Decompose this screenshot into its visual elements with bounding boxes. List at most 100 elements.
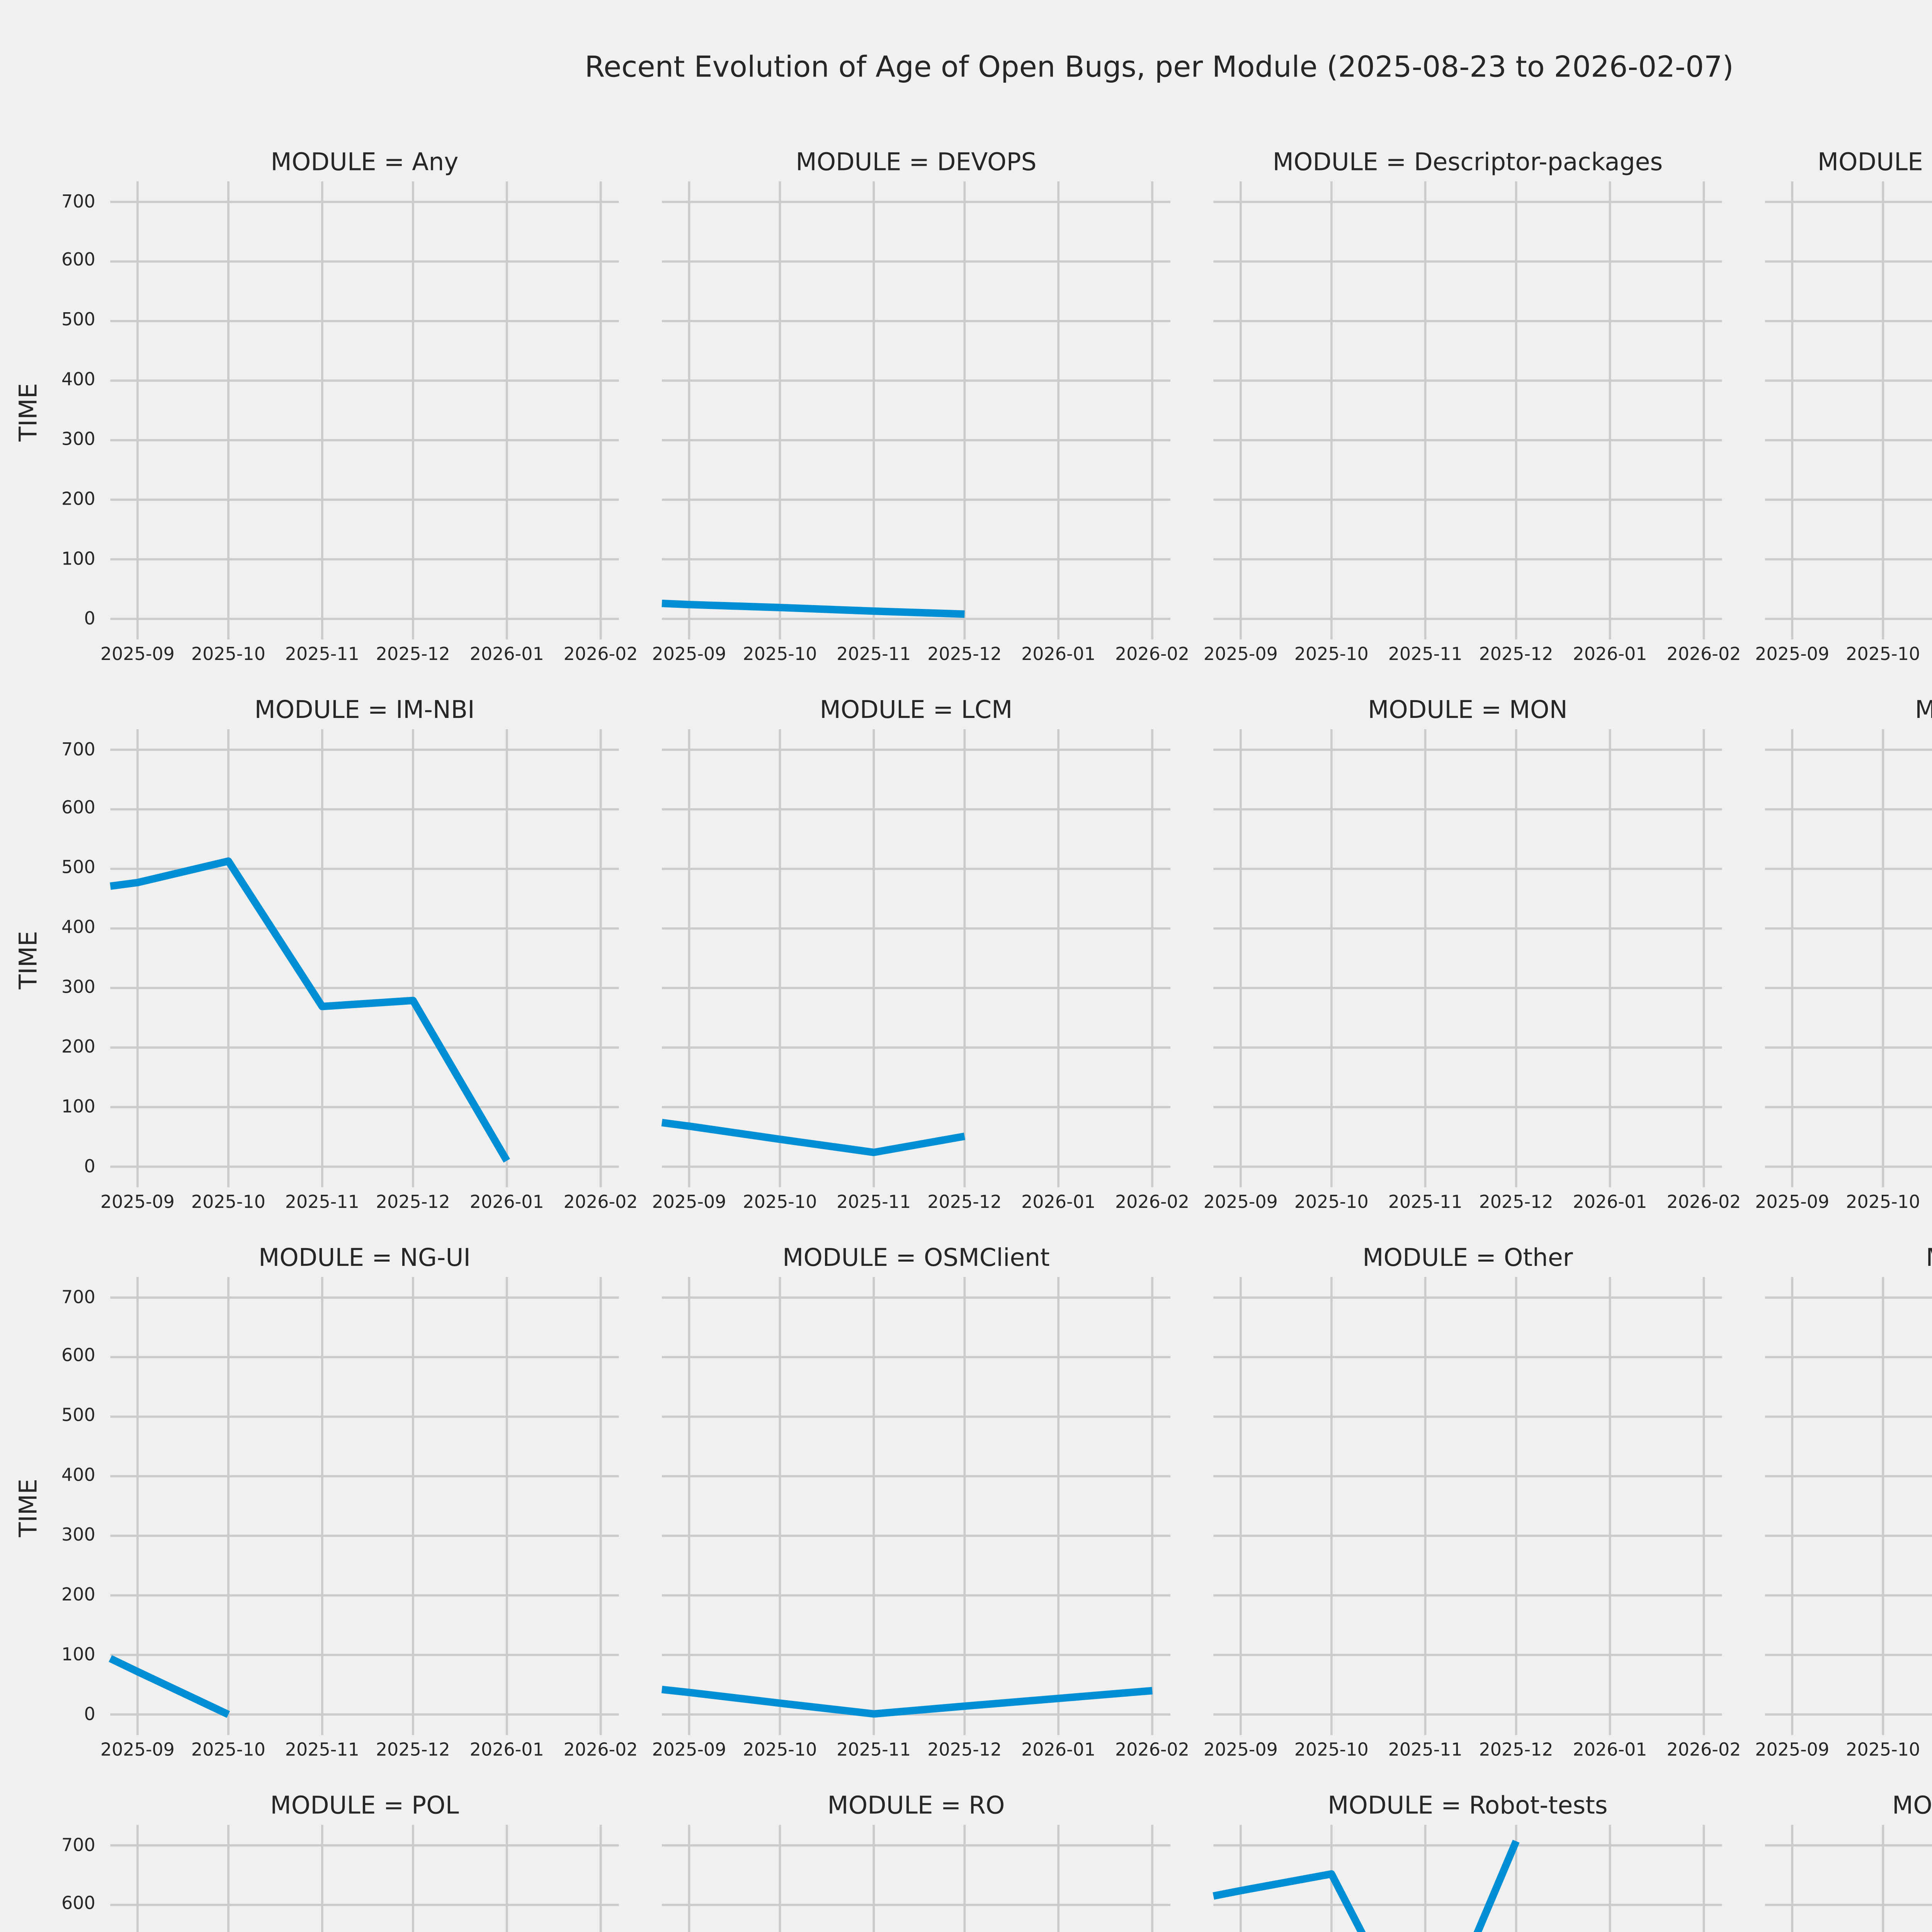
x-tick-label: 2026-02 xyxy=(1667,645,1741,666)
x-tick-label: 2025-10 xyxy=(1294,1740,1369,1762)
y-tick-label: 100 xyxy=(61,1097,95,1117)
x-tick-label: 2026-01 xyxy=(1021,1740,1096,1762)
x-tick-label: 2026-02 xyxy=(563,1740,638,1762)
facet-plot xyxy=(1765,729,1932,1187)
y-tick-label: 400 xyxy=(61,1466,95,1487)
facet-title: MODULE = RO xyxy=(827,1793,1005,1821)
y-tick-label: 700 xyxy=(61,739,95,760)
facet-cell-mon: MODULE = MON 2025-09 2025-10 2025-11 2025-12… xyxy=(1204,697,1741,1245)
facet-plot xyxy=(1213,729,1722,1187)
data-line xyxy=(110,857,510,1163)
y-tick-label: 500 xyxy=(61,1406,95,1427)
facet-title: MODULE = MON xyxy=(1368,697,1568,726)
facet-plot xyxy=(109,1277,619,1735)
x-tick-label: 2025-09 xyxy=(1755,1740,1830,1762)
facet-plot xyxy=(1213,1825,1722,1932)
x-tick-label: 2026-01 xyxy=(469,645,544,666)
y-tick-label: 300 xyxy=(61,978,95,998)
x-tick-label: 2025-11 xyxy=(1921,645,1932,665)
x-tick-label: 2026-02 xyxy=(1667,1193,1741,1214)
facet-title: MODULE = Descriptor-packages xyxy=(1272,150,1663,178)
facet-title: MODULE = OSMClient xyxy=(782,1245,1050,1274)
y-tick-label: 600 xyxy=(61,251,95,272)
x-tick-label: 2025-11 xyxy=(285,1740,359,1762)
figure-title: Recent Evolution of Age of Open Bugs, pe… xyxy=(585,50,1734,84)
facet-cell-n2vc: MODULE = N2VC2025-092025-102025-112025-1… xyxy=(1755,697,1932,1245)
facet-cell-descriptor-packages: MODULE = Descriptor-packages 2025-09 2025-… xyxy=(1204,150,1741,697)
x-tick-label: 2025-10 xyxy=(743,1193,817,1214)
x-tick-label: 2026-02 xyxy=(1115,645,1190,666)
y-axis-label: TIME xyxy=(16,930,44,988)
data-line xyxy=(662,599,965,618)
x-tick-label: 2025-10 xyxy=(1846,1193,1920,1214)
y-tick-label: 100 xyxy=(61,549,95,570)
x-tick-label: 2025-11 xyxy=(837,1740,911,1762)
plot-canvas xyxy=(1765,729,1932,1187)
x-tick-label: 2026-02 xyxy=(563,645,638,666)
plot-canvas xyxy=(110,729,619,1187)
x-tick-label: 2026-01 xyxy=(1573,645,1647,666)
x-tick-label: 2025-10 xyxy=(1294,1193,1369,1214)
data-line xyxy=(109,1655,230,1718)
x-tick-label: 2025-11 xyxy=(837,1193,911,1214)
y-tick-label: 200 xyxy=(61,1037,95,1058)
x-tick-label: 2025-09 xyxy=(652,645,726,666)
facet-plot xyxy=(662,1825,1171,1932)
plot-canvas xyxy=(110,1825,619,1932)
x-tick-label: 2025-11 xyxy=(1921,1193,1932,1213)
facet-cell-ng-ui: MODULE = NG-UI 2025-09 2025-10 2025-11 2025-… xyxy=(7,1245,638,1793)
x-tick-label: 2025-11 xyxy=(1388,645,1463,666)
x-tick-label: 2025-09 xyxy=(100,645,175,666)
facet-cell-any: MODULE = Any 2025-09 2025-10 2025-11 2025-12… xyxy=(7,150,638,697)
x-tick-label: 2025-09 xyxy=(1203,1193,1278,1214)
x-tick-label: 2025-09 xyxy=(100,1193,175,1214)
x-tick-label: 2025-09 xyxy=(652,1740,726,1762)
x-tick-label: 2025-11 xyxy=(837,645,911,666)
facet-plot xyxy=(661,729,1171,1187)
facet-cell-devops: MODULE = DEVOPS 2025-09 2025-10 2025-11 2025… xyxy=(652,150,1189,697)
x-tick-label: 2026-02 xyxy=(563,1193,638,1214)
facet-title: MODULE = DEVOPS xyxy=(796,150,1037,178)
x-tick-label: 2026-02 xyxy=(1115,1193,1190,1214)
facet-plot xyxy=(1765,1277,1932,1735)
y-tick-label: 700 xyxy=(61,191,95,213)
facet-title: MODULE = POL xyxy=(270,1793,459,1821)
y-tick-label: 700 xyxy=(61,1835,95,1856)
y-tick-label: 600 xyxy=(61,1895,95,1915)
facet-plot xyxy=(110,729,619,1187)
y-tick-label: 400 xyxy=(61,918,95,939)
facet-cell-lcm: MODULE = LCM 2025-09 2025-10 2025-11 2025-12… xyxy=(652,697,1189,1245)
x-tick-label: 2025-09 xyxy=(100,1740,175,1762)
x-tick-label: 2025-10 xyxy=(1846,645,1920,666)
plot-canvas xyxy=(110,181,619,639)
y-tick-label: 300 xyxy=(61,1526,95,1546)
facet-plot xyxy=(1765,1825,1932,1932)
x-tick-label: 2025-12 xyxy=(927,1193,1002,1214)
plot-canvas xyxy=(1765,181,1932,639)
plot-canvas xyxy=(1765,1825,1932,1932)
plot-canvas xyxy=(109,1277,619,1735)
facet-title: MODULE = NG-UI xyxy=(259,1245,471,1274)
facet-title: MODULE = Other xyxy=(1362,1245,1573,1274)
x-tick-label: 2026-02 xyxy=(1667,1740,1741,1762)
x-tick-label: 2025-09 xyxy=(1755,645,1830,666)
facet-cell-unknown: MODULE = Unknown2025-092025-102025-11202… xyxy=(1765,1793,1932,1932)
x-tick-label: 2025-10 xyxy=(743,1740,817,1762)
y-tick-label: 200 xyxy=(61,489,95,510)
facet-plot xyxy=(1765,181,1932,639)
facet-cell-im-nbi: MODULE = IM-NBI 2025-09 2025-10 2025-11 2025… xyxy=(7,697,638,1245)
x-tick-label: 2025-10 xyxy=(1294,645,1369,666)
x-tick-label: 2026-01 xyxy=(1573,1740,1647,1762)
x-tick-label: 2025-12 xyxy=(1479,645,1553,666)
y-tick-label: 600 xyxy=(61,1347,95,1367)
facet-cell-ro: MODULE = RO2025-092025-102025-112025-122… xyxy=(662,1793,1171,1932)
y-tick-label: 400 xyxy=(61,370,95,391)
x-tick-label: 2025-10 xyxy=(191,1193,266,1214)
plot-canvas xyxy=(1765,1277,1932,1735)
facet-title: MODULE = LCM xyxy=(820,697,1013,726)
x-tick-label: 2025-12 xyxy=(1479,1740,1553,1762)
y-axis-label: TIME xyxy=(16,382,44,441)
x-tick-label: 2026-01 xyxy=(469,1740,544,1762)
facet-plot xyxy=(110,1825,619,1932)
